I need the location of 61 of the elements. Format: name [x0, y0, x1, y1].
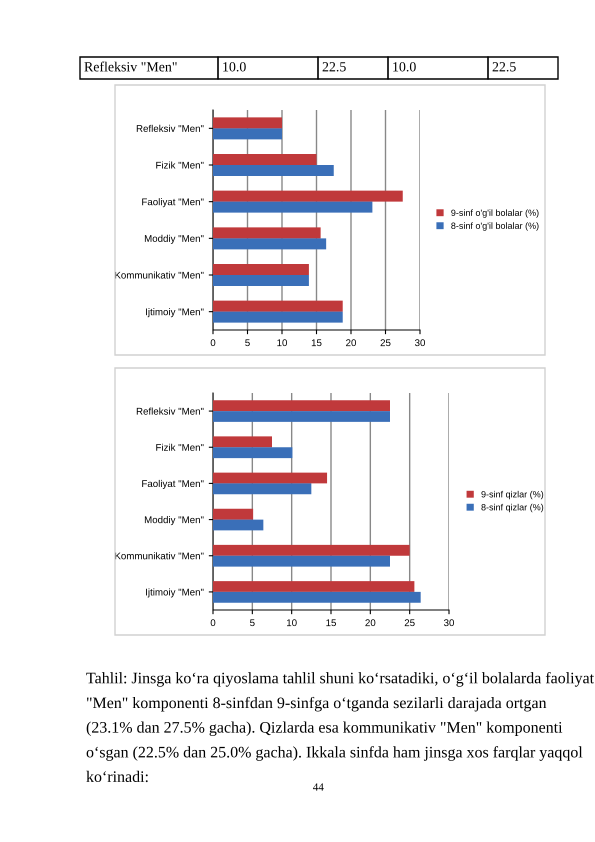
x-tick-label: 30	[414, 339, 426, 346]
x-tick-label: 20	[346, 339, 356, 346]
y-tick-label: Ijtimoiy "Men"	[146, 588, 204, 598]
y-tick-label: Faoliyat "Men"	[142, 198, 204, 208]
bar	[213, 436, 272, 448]
text: 22.5	[322, 62, 346, 72]
bar	[213, 238, 326, 250]
y-tick-label: Kommunikativ "Men"	[115, 552, 204, 560]
bar	[213, 581, 414, 592]
legend-label: 8-sinf qizlar (%)	[481, 504, 544, 512]
x-tick-label: 0	[210, 339, 216, 346]
x-tick-label: 20	[365, 619, 376, 626]
y-tick-label: Moddiy "Men"	[144, 516, 204, 526]
bar	[213, 264, 309, 275]
bar	[213, 447, 292, 458]
x-tick-label: 25	[380, 339, 390, 346]
bar	[213, 165, 334, 176]
bar	[213, 117, 282, 128]
bar	[213, 300, 343, 312]
y-tick-label: Kommunikativ "Men"	[115, 271, 204, 279]
x-tick-label: 25	[404, 619, 415, 626]
text: 44	[312, 783, 324, 791]
bar	[213, 202, 372, 213]
bar	[213, 508, 254, 520]
bar	[213, 275, 309, 286]
y-tick-label: Ijtimoiy "Men"	[146, 308, 204, 318]
text: 10.0	[223, 62, 246, 72]
text: Refleksiv "Men"	[84, 62, 177, 72]
bar	[213, 312, 343, 323]
x-tick-label: 5	[250, 619, 255, 626]
bar	[213, 483, 312, 494]
text: 22.5	[492, 62, 516, 72]
y-tick-label: Refleksiv "Men"	[136, 124, 204, 132]
text: 10.0	[393, 62, 416, 72]
bar	[213, 227, 321, 238]
x-tick-label: 0	[210, 619, 216, 626]
bar	[213, 128, 282, 140]
y-tick-label: Fizik "Men"	[156, 444, 204, 451]
legend-label: 9-sinf o'g'il bolalar (%)	[451, 209, 539, 218]
x-tick-label: 10	[287, 619, 297, 626]
bar	[213, 544, 410, 556]
x-tick-label: 10	[277, 339, 288, 346]
legend-label: 8-sinf o'g'il bolalar (%)	[451, 222, 539, 231]
y-tick-label: Moddiy "Men"	[144, 234, 204, 244]
text: Tahlil: Jinsga ko‘ra qiyoslama tahlil shuni ko‘rsatadiki, o‘g‘il bolalarda faoliyat "Men" komponenti 8-sinfdan 9-sinfga o‘tganda sezilarli darajada ortgan (23.1% dan 27.5% gacha). Qizlarda esa kommunikativ "Men" komponenti o‘sgan (22.5% dan 25.0% gacha). Ikkala sinfda ham jinsga xos farqlar yaqqol ko‘rinadi:	[86, 672, 594, 782]
legend-label: 9-sinf qizlar (%)	[481, 490, 544, 500]
bar	[213, 190, 403, 202]
y-tick-label: Fizik "Men"	[156, 161, 204, 169]
x-tick-label: 15	[326, 619, 336, 626]
x-tick-label: 30	[444, 619, 454, 626]
y-tick-label: Faoliyat "Men"	[142, 480, 204, 489]
bar	[213, 154, 316, 165]
bar	[213, 472, 328, 484]
x-tick-label: 5	[245, 339, 250, 346]
bar	[213, 520, 264, 530]
y-tick-label: Refleksiv "Men"	[136, 408, 204, 415]
bar	[213, 592, 421, 603]
x-tick-label: 15	[312, 339, 322, 346]
bar	[213, 556, 390, 567]
bar	[213, 411, 390, 422]
bar	[213, 400, 390, 412]
